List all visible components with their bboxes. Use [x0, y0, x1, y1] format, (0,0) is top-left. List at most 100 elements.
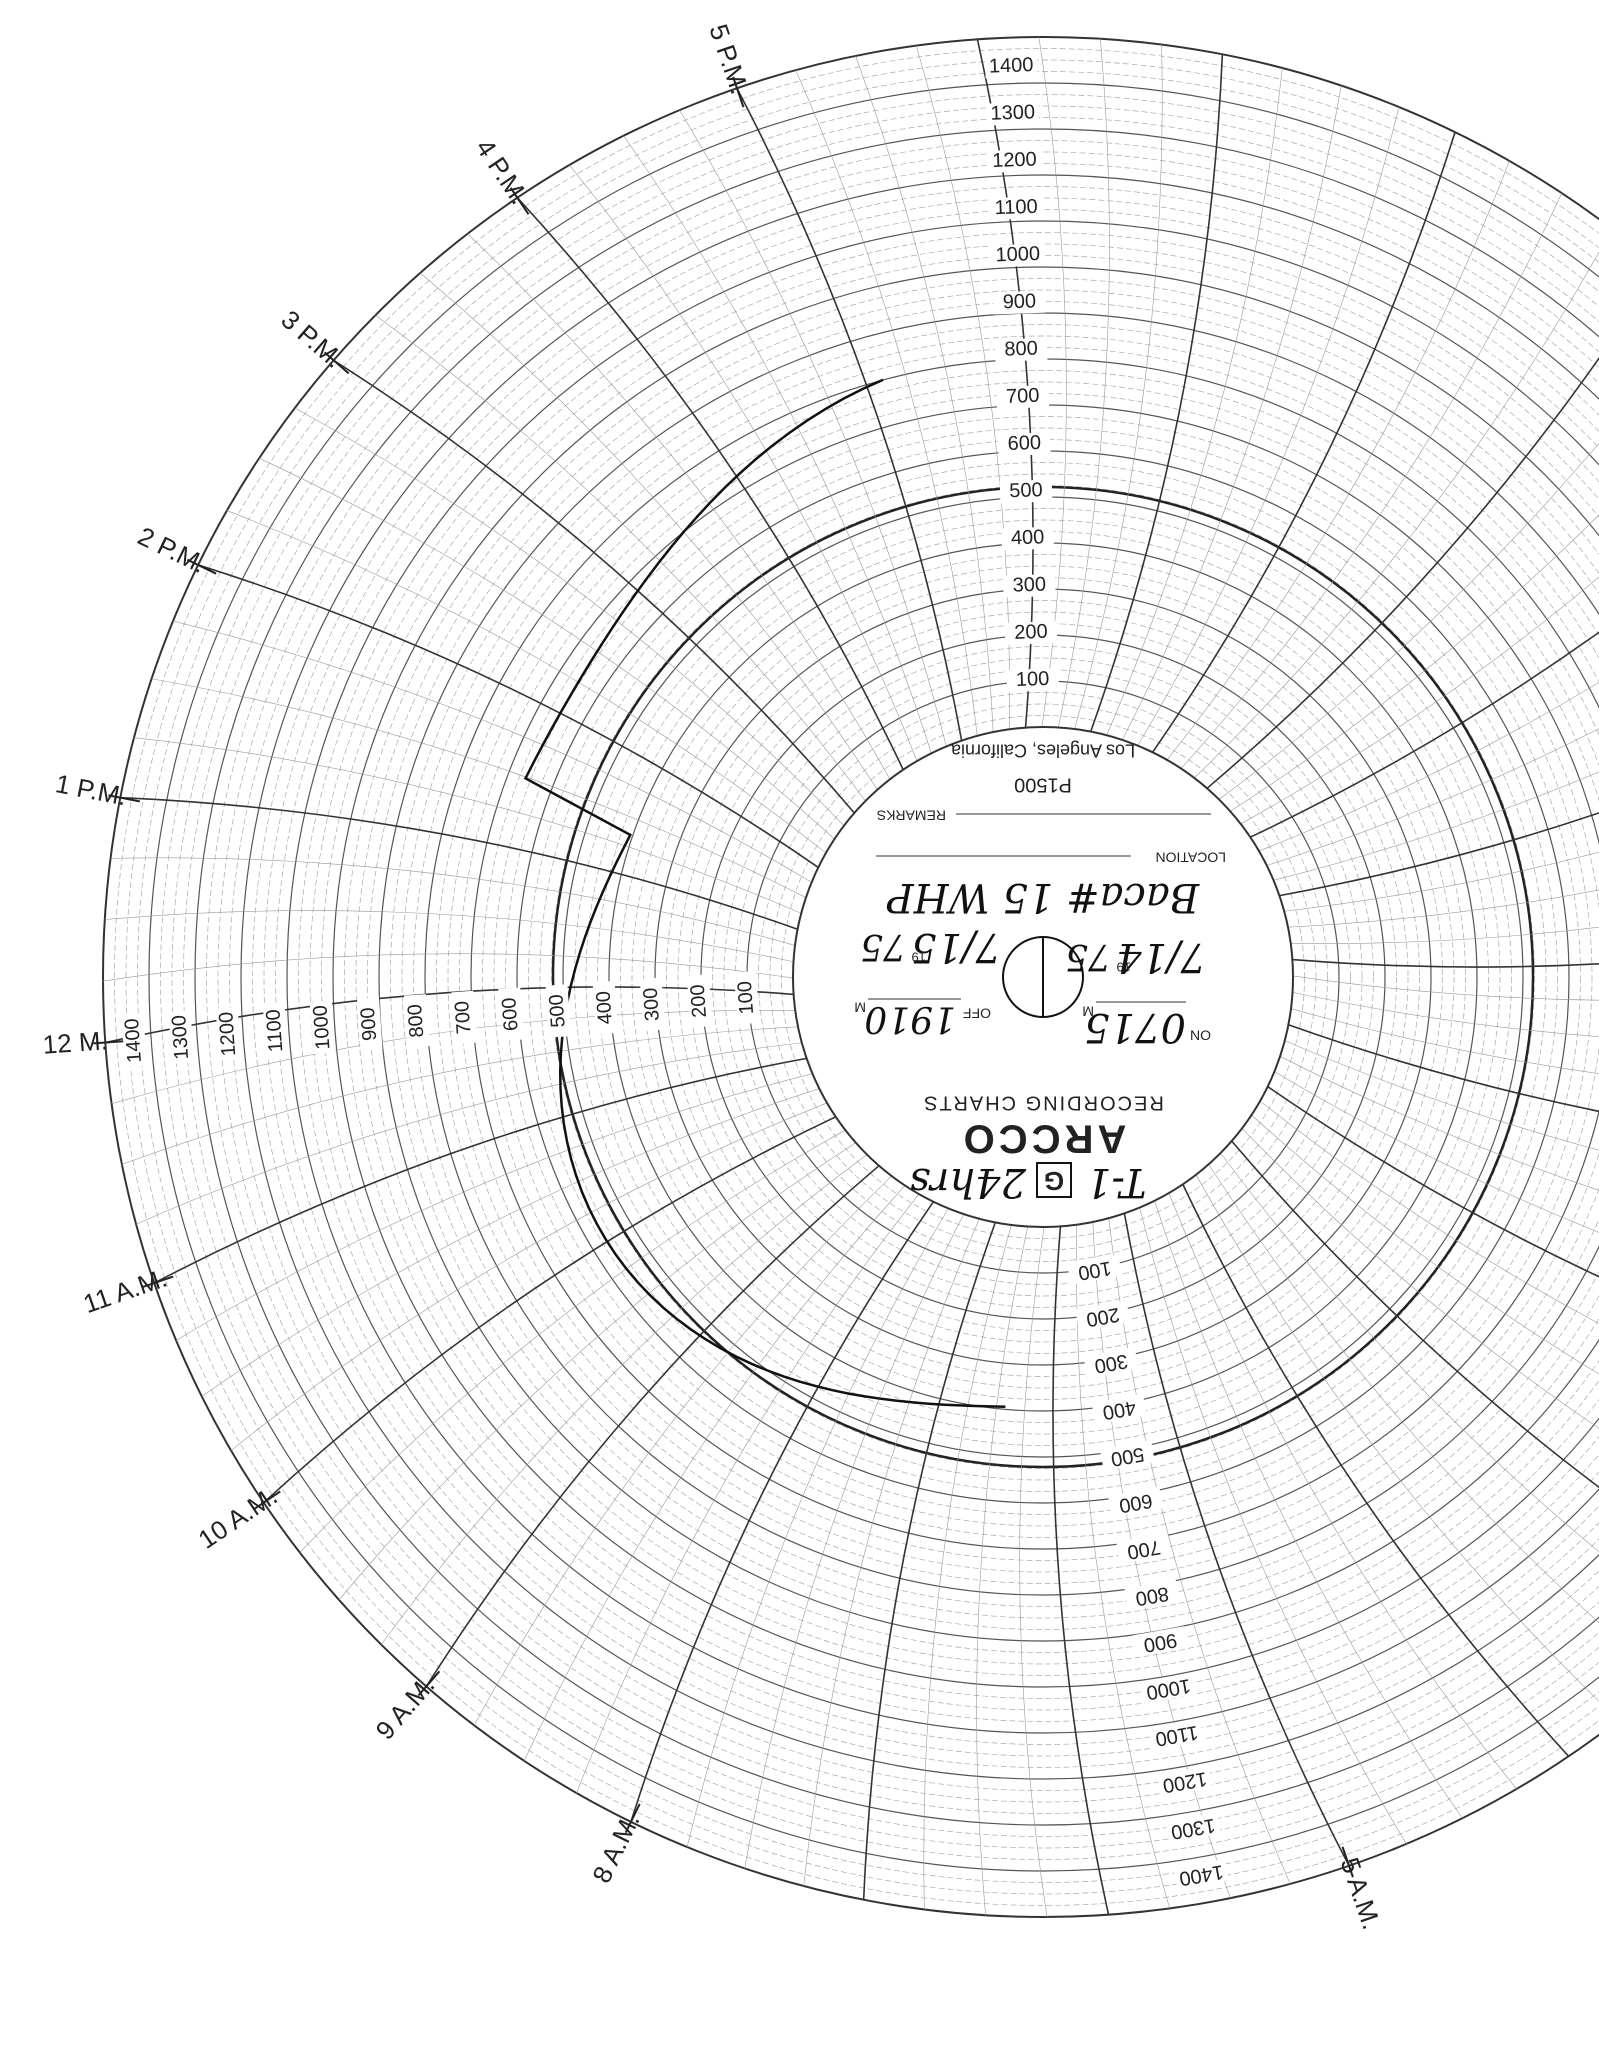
quarter-line — [1284, 851, 1599, 912]
ring — [286, 220, 1599, 1734]
ring — [539, 473, 1547, 1481]
quarter-line — [1266, 728, 1599, 866]
quarter-line — [1258, 682, 1599, 852]
ring — [148, 82, 1599, 1872]
quarter-line — [1290, 926, 1599, 944]
quarter-line — [1057, 38, 1110, 728]
quarter-line — [523, 1185, 906, 1761]
scale-label: 200 — [687, 984, 711, 1019]
scale-label-bg — [988, 149, 1041, 173]
quarter-line — [1180, 193, 1563, 769]
city: Los Angeles, California — [950, 740, 1135, 760]
quarter-line — [104, 910, 794, 963]
quarter-line — [923, 1224, 1012, 1910]
ring — [390, 324, 1599, 1630]
scale-label: 300 — [1012, 573, 1046, 596]
quarter-line — [1240, 576, 1599, 825]
scale-label-bg — [1149, 1719, 1205, 1750]
hour-tick — [93, 1040, 126, 1045]
ring — [781, 715, 1305, 1239]
quarter-line — [110, 857, 796, 946]
ring — [758, 692, 1328, 1262]
on-label: ON — [1190, 1027, 1211, 1043]
hour-tick — [417, 1670, 441, 1697]
scale-label-bg — [592, 980, 619, 1035]
scale-label: 400 — [593, 990, 617, 1025]
scale-label-bg — [498, 987, 524, 1041]
scale-label-bg — [309, 1000, 336, 1055]
hour-line — [736, 87, 963, 741]
on-date: 7/14 — [1116, 934, 1206, 980]
scale-label-bg — [1091, 1393, 1147, 1425]
quarter-line — [1194, 251, 1599, 779]
scale-label-bg — [1108, 1486, 1164, 1518]
quarter-line — [419, 272, 878, 790]
quarter-line — [1137, 106, 1400, 746]
quarter-line — [686, 1208, 949, 1848]
hour-line — [197, 564, 819, 869]
off-time: 1910 — [864, 998, 956, 1039]
hour-line — [1151, 131, 1456, 753]
scale-label-bg — [993, 290, 1046, 315]
hour-tick — [142, 1275, 174, 1288]
quarter-line — [1195, 1174, 1599, 1702]
scale-label-bg — [989, 196, 1043, 221]
quarter-line — [135, 1042, 802, 1225]
quarter-line — [1284, 1040, 1599, 1151]
quarter-line — [1122, 85, 1342, 741]
scale-label-bg — [1124, 1579, 1180, 1611]
on-year-prefix: 19 — [1117, 960, 1131, 975]
scale-label-bg — [1099, 1440, 1155, 1471]
scale-label-bg — [1006, 668, 1060, 693]
quarter-line — [1106, 67, 1283, 736]
hour-line — [263, 1116, 837, 1504]
scale-label-bg — [215, 1007, 242, 1061]
hour-line — [1231, 1140, 1599, 1489]
ring — [528, 462, 1558, 1492]
quarter-line — [121, 1026, 799, 1165]
hour-line — [1292, 958, 1599, 968]
ring — [620, 554, 1466, 1400]
scale-label-bg — [686, 974, 713, 1028]
quarter-line — [1154, 1200, 1463, 1819]
ring — [712, 646, 1374, 1308]
quarter-line — [744, 1213, 964, 1869]
quarter-line — [679, 109, 947, 747]
scale-label-bg — [1075, 1300, 1131, 1332]
quarter-line — [1290, 1008, 1599, 1074]
off-date: 7/15 — [911, 924, 1001, 970]
ring — [436, 370, 1599, 1584]
quarter-line — [294, 407, 845, 826]
off-m: M — [854, 999, 866, 1015]
scale-label-bg — [1140, 1672, 1196, 1704]
quarter-line — [133, 737, 802, 914]
ring — [769, 703, 1317, 1251]
hour-tick — [1341, 1846, 1354, 1878]
scale-label-bg — [1173, 1858, 1229, 1890]
quarter-line — [1259, 1100, 1599, 1325]
scale-label: 600 — [498, 997, 522, 1032]
scale-label: 800 — [404, 1003, 428, 1038]
subtitle: RECORDING CHARTS — [922, 1092, 1164, 1114]
scale-label: 1400 — [989, 54, 1034, 78]
on-year: 75 — [1065, 936, 1111, 977]
scale-label: 1200 — [992, 148, 1037, 172]
well: Baca# 15 WHP — [886, 874, 1200, 920]
hour-tick — [323, 351, 350, 375]
hour-tick — [186, 558, 217, 575]
quarter-line — [1274, 1071, 1599, 1233]
ring — [447, 381, 1599, 1573]
quarter-line — [1220, 1152, 1599, 1553]
quarter-line — [175, 1073, 813, 1341]
ring — [160, 94, 1599, 1860]
scale-label: 1100 — [994, 196, 1038, 219]
scale-label: 900 — [357, 1007, 381, 1042]
hour-line — [1052, 1226, 1110, 1915]
scale-label: 100 — [1016, 668, 1050, 691]
outer-ring — [102, 36, 1599, 1918]
quarter-line — [1287, 889, 1599, 928]
quarter-line — [375, 314, 866, 802]
scale-label-bg — [168, 1010, 195, 1064]
scale-label: 1300 — [990, 101, 1035, 125]
scale-label-bg — [994, 337, 1048, 362]
